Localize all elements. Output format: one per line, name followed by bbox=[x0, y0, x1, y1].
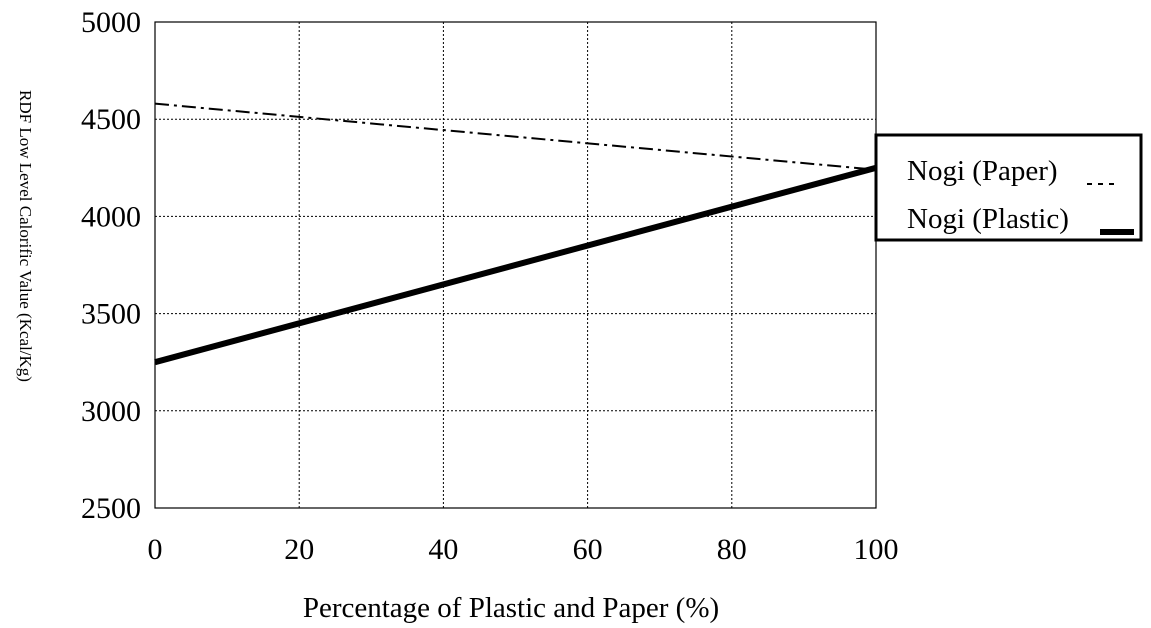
x-axis-title: Percentage of Plastic and Paper (%) bbox=[303, 592, 719, 624]
x-tick-label: 20 bbox=[284, 533, 314, 566]
series-group bbox=[154, 102, 877, 366]
y-axis-title: RDF Low Level Calorific Value (Kcal/Kg) bbox=[16, 90, 35, 382]
y-tick-label: 2500 bbox=[81, 492, 141, 525]
y-tick-label: 3000 bbox=[81, 395, 141, 428]
legend-box bbox=[874, 133, 1143, 242]
legend: Nogi (Paper) Nogi (Plastic) bbox=[874, 133, 1143, 242]
y-tick-label: 4000 bbox=[81, 200, 141, 233]
legend-label: Nogi (Paper) bbox=[907, 155, 1058, 187]
x-axis-ticks: 0 20 40 60 80 100 bbox=[148, 533, 899, 566]
x-tick-label: 40 bbox=[428, 533, 458, 566]
y-axis-ticks: 2500 3000 3500 4000 4500 5000 bbox=[81, 6, 141, 525]
y-tick-label: 5000 bbox=[81, 6, 141, 39]
plot-area bbox=[154, 21, 877, 509]
series-line-paper bbox=[154, 102, 877, 171]
grid bbox=[155, 22, 876, 508]
series-line-plastic bbox=[154, 164, 877, 366]
x-tick-label: 80 bbox=[717, 533, 747, 566]
x-tick-label: 0 bbox=[148, 533, 163, 566]
x-tick-label: 100 bbox=[854, 533, 899, 566]
y-tick-label: 3500 bbox=[81, 298, 141, 331]
legend-label: Nogi (Plastic) bbox=[907, 203, 1069, 235]
y-tick-label: 4500 bbox=[81, 103, 141, 136]
x-tick-label: 60 bbox=[573, 533, 603, 566]
